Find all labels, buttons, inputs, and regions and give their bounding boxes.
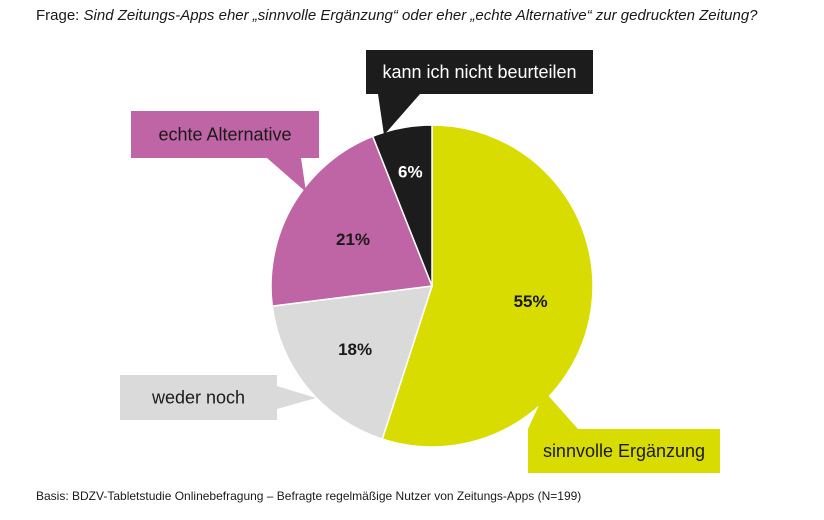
callout-box-kann-ich-nicht-beurteilen [366, 50, 593, 94]
callout-label-weder-noch: weder noch [151, 388, 245, 408]
callout-pointer-echte-alternative [267, 158, 306, 192]
callout-labels: sinnvolle Ergänzung weder noch echte Alter… [120, 50, 720, 473]
percentage-labels: 55% 18% 21% 6% [336, 163, 548, 360]
callout-box-echte-alternative [131, 111, 319, 158]
pct-label-sinnvolle-erg-nzung: 55% [514, 292, 548, 311]
callout-pointer-sinnvolle-erg-nzung [528, 392, 578, 429]
pie-slice-echte-alternative [270, 135, 434, 308]
pct-label-kann-ich-nicht-beurteilen: 6% [398, 163, 423, 182]
callout-pointer-kann-ich-nicht-beurteilen [378, 94, 420, 135]
pie-slice-weder-noch [271, 285, 434, 441]
callout-label-kann-ich-nicht-beurteilen: kann ich nicht beurteilen [382, 62, 576, 82]
question-prefix: Frage: [36, 7, 80, 24]
pie-slices [270, 124, 594, 448]
pie-slice-kann-ich-nicht-beurteilen [371, 124, 433, 287]
callout-box-weder-noch [120, 375, 277, 420]
callout-label-echte-alternative: echte Alternative [158, 125, 291, 145]
pct-label-weder-noch: 18% [338, 340, 372, 359]
question-body: Sind Zeitungs-Apps eher „sinnvolle Ergän… [83, 7, 758, 24]
callout-pointers [267, 94, 578, 429]
callout-label-sinnvolle-erg-nzung: sinnvolle Ergänzung [543, 441, 705, 461]
question-text: Frage: Sind Zeitungs-Apps eher „sinnvoll… [36, 7, 758, 24]
pie-slice-sinnvolle-erg-nzung [381, 124, 594, 448]
callout-box-sinnvolle-erg-nzung [528, 429, 720, 473]
pct-label-echte-alternative: 21% [336, 230, 370, 249]
source-note: Basis: BDZV-Tabletstudie Onlinebefragung… [36, 489, 582, 503]
callout-pointer-weder-noch [277, 386, 316, 409]
